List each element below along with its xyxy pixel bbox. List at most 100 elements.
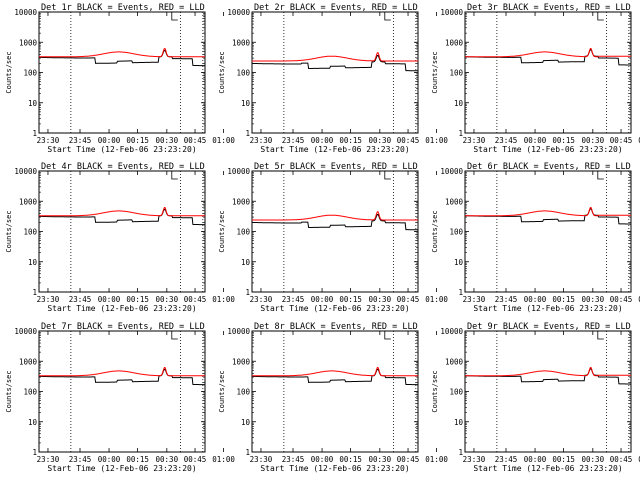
x-axis-label: Start Time (12-Feb-06 23:23:20)	[260, 145, 409, 154]
x-tick-label: 00:45	[610, 136, 633, 145]
x-axis-label: Start Time (12-Feb-06 23:23:20)	[47, 145, 196, 154]
chart-panel-9: Det 9r BLACK = Events, RED = LLD 1 10 100 10…	[431, 322, 640, 473]
chart-title: Det 2r BLACK = Events, RED = LLD	[254, 3, 418, 13]
y-tick-label: 100	[236, 388, 250, 397]
y-tick-label: 10	[241, 418, 251, 427]
chart-title: Det 1r BLACK = Events, RED = LLD	[41, 3, 205, 13]
x-tick-label: 00:00	[98, 136, 121, 145]
series-line-black	[252, 55, 418, 72]
x-tick-label: 00:00	[311, 136, 334, 145]
y-tick-label: 100	[23, 388, 37, 397]
x-tick-label: 00:15	[126, 455, 149, 464]
y-tick-label: 1000	[232, 357, 251, 366]
x-tick-label: 01:00	[425, 295, 448, 304]
x-tick-label: 00:30	[156, 295, 179, 304]
x-tick-label: 23:30	[37, 295, 60, 304]
chart-title: Det 4r BLACK = Events, RED = LLD	[41, 162, 205, 172]
x-tick-label: 23:45	[495, 136, 518, 145]
x-axis-label: Start Time (12-Feb-06 23:23:20)	[473, 464, 622, 473]
time-marker	[171, 12, 178, 21]
chart-panel-7: Det 7r BLACK = Events, RED = LLD 1 10 100 10…	[5, 322, 235, 473]
y-tick-label: 100	[236, 228, 250, 237]
y-tick-label: 10	[454, 418, 464, 427]
x-axis-label: Start Time (12-Feb-06 23:23:20)	[47, 464, 196, 473]
series-line-red	[39, 47, 205, 58]
series-line-red	[252, 52, 418, 62]
x-tick-label: 00:15	[552, 455, 575, 464]
chart-title: Det 6r BLACK = Events, RED = LLD	[467, 162, 631, 172]
x-tick-label: 01:00	[638, 455, 640, 464]
series-line-black	[252, 368, 418, 386]
y-tick-label: 1000	[232, 197, 251, 206]
time-marker	[597, 12, 604, 21]
x-tick-label: 00:30	[369, 455, 392, 464]
y-tick-label: 100	[23, 69, 37, 78]
chart-panel-1: Det 1r BLACK = Events, RED = LLD 1 10 100 10…	[5, 3, 235, 154]
chart-panel-4: Det 4r BLACK = Events, RED = LLD 1 10 100 10…	[5, 162, 235, 313]
y-tick-label: 10000	[440, 167, 463, 176]
y-axis-label: Counts/sec	[5, 51, 13, 93]
chart-panel-5: Det 5r BLACK = Events, RED = LLD 1 10 100 10…	[218, 162, 448, 313]
chart-panel-6: Det 6r BLACK = Events, RED = LLD 1 10 100 10…	[431, 162, 640, 313]
time-marker	[384, 12, 391, 21]
y-tick-label: 10000	[227, 8, 250, 17]
x-tick-label: 00:00	[311, 455, 334, 464]
x-axis-label: Start Time (12-Feb-06 23:23:20)	[260, 464, 409, 473]
y-axis-label: Counts/sec	[431, 370, 439, 412]
y-tick-label: 100	[449, 388, 463, 397]
y-tick-label: 10000	[14, 8, 37, 17]
series-line-red	[252, 211, 418, 221]
chart-panel-3: Det 3r BLACK = Events, RED = LLD 1 10 100 10…	[431, 3, 640, 154]
x-tick-label: 00:45	[184, 455, 207, 464]
time-marker	[171, 331, 178, 340]
time-marker	[597, 331, 604, 340]
x-tick-label: 23:45	[69, 136, 92, 145]
y-tick-label: 1	[458, 448, 463, 457]
y-tick-label: 1	[32, 288, 37, 297]
series-line-red	[39, 206, 205, 217]
y-tick-label: 1000	[445, 197, 464, 206]
x-tick-label: 00:30	[582, 455, 605, 464]
x-tick-label: 00:45	[184, 295, 207, 304]
x-tick-label: 23:45	[495, 295, 518, 304]
x-tick-label: 00:30	[582, 136, 605, 145]
series-line-red	[465, 47, 631, 58]
y-tick-label: 1	[32, 129, 37, 138]
x-tick-label: 23:30	[37, 136, 60, 145]
x-tick-label: 01:00	[425, 136, 448, 145]
y-axis-label: Counts/sec	[218, 51, 226, 93]
x-axis-label: Start Time (12-Feb-06 23:23:20)	[47, 304, 196, 313]
x-tick-label: 23:45	[495, 455, 518, 464]
chart-title: Det 3r BLACK = Events, RED = LLD	[467, 3, 631, 13]
x-tick-label: 00:00	[311, 295, 334, 304]
y-tick-label: 10	[454, 99, 464, 108]
chart-title: Det 5r BLACK = Events, RED = LLD	[254, 162, 418, 172]
x-tick-label: 00:45	[397, 455, 420, 464]
y-axis-label: Counts/sec	[218, 370, 226, 412]
series-line-red	[465, 206, 631, 217]
x-tick-label: 00:30	[582, 295, 605, 304]
time-marker	[384, 331, 391, 340]
chart-panel-2: Det 2r BLACK = Events, RED = LLD 1 10 100 10…	[218, 3, 448, 154]
x-tick-label: 00:15	[339, 295, 362, 304]
x-tick-label: 23:45	[69, 295, 92, 304]
x-tick-label: 23:45	[69, 455, 92, 464]
series-line-black	[252, 214, 418, 231]
x-tick-label: 00:15	[552, 136, 575, 145]
series-line-red	[252, 366, 418, 377]
y-tick-label: 100	[449, 69, 463, 78]
y-tick-label: 100	[23, 228, 37, 237]
x-tick-label: 00:00	[98, 455, 121, 464]
series-line-black	[39, 49, 205, 67]
time-marker	[384, 171, 391, 180]
x-tick-label: 23:30	[463, 136, 486, 145]
y-tick-label: 1	[458, 129, 463, 138]
x-tick-label: 00:30	[156, 136, 179, 145]
x-tick-label: 01:00	[212, 136, 235, 145]
y-tick-label: 1	[458, 288, 463, 297]
y-tick-label: 10000	[227, 327, 250, 336]
x-tick-label: 00:45	[397, 295, 420, 304]
y-tick-label: 10	[241, 99, 251, 108]
x-tick-label: 00:45	[610, 295, 633, 304]
